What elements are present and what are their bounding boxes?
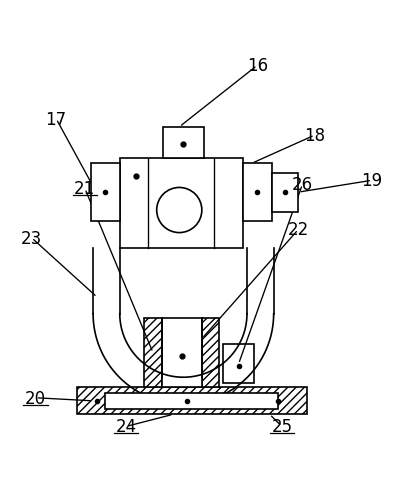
Bar xyxy=(77,388,307,414)
Text: 22: 22 xyxy=(288,221,309,239)
Text: 16: 16 xyxy=(247,57,268,75)
Bar xyxy=(163,128,204,158)
Text: 18: 18 xyxy=(304,127,325,145)
Bar xyxy=(202,318,219,388)
Bar xyxy=(105,393,278,409)
Bar xyxy=(202,318,219,388)
Circle shape xyxy=(157,188,202,233)
Bar xyxy=(243,164,272,221)
Bar xyxy=(272,173,298,212)
Bar xyxy=(144,318,162,388)
Bar xyxy=(91,164,120,221)
Text: 24: 24 xyxy=(115,418,136,436)
Text: 21: 21 xyxy=(74,180,96,198)
Bar xyxy=(144,318,162,388)
Text: 26: 26 xyxy=(292,176,313,194)
Bar xyxy=(77,388,307,414)
Bar xyxy=(120,158,243,248)
Text: 19: 19 xyxy=(362,172,383,190)
Text: 20: 20 xyxy=(25,389,46,407)
Text: 25: 25 xyxy=(271,418,292,436)
Text: 23: 23 xyxy=(21,229,42,247)
Bar xyxy=(223,345,254,384)
Text: 17: 17 xyxy=(46,110,67,128)
Bar xyxy=(162,318,202,388)
